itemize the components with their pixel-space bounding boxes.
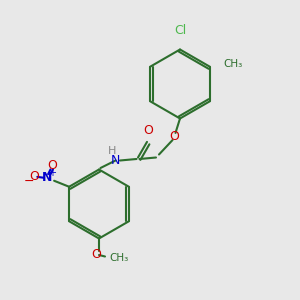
Text: O: O: [169, 130, 179, 143]
Text: +: +: [48, 168, 56, 178]
Text: H: H: [108, 146, 117, 156]
Text: CH₃: CH₃: [110, 253, 129, 263]
Text: CH₃: CH₃: [224, 59, 243, 69]
Text: O: O: [30, 170, 40, 183]
Text: O: O: [144, 124, 153, 136]
Text: −: −: [24, 175, 34, 188]
Text: O: O: [48, 159, 58, 172]
Text: N: N: [41, 171, 52, 184]
Text: Cl: Cl: [174, 25, 186, 38]
Text: O: O: [91, 248, 101, 262]
Text: N: N: [111, 154, 120, 167]
